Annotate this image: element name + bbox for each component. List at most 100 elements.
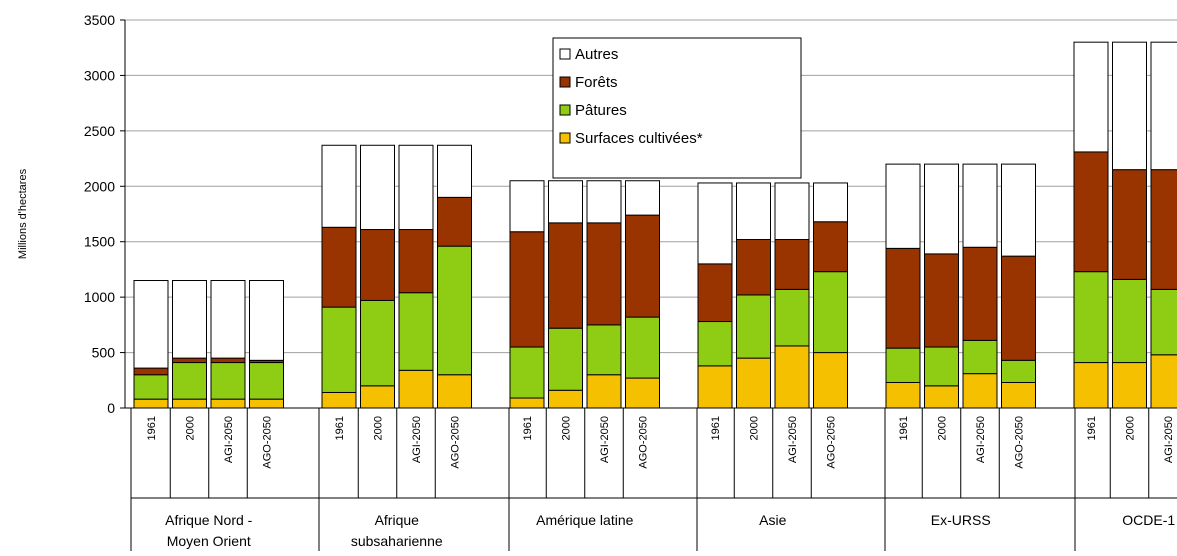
legend-swatch: [559, 48, 571, 60]
bar-segment-p-tures: [210, 362, 246, 400]
y-axis-label: Millions d'hectares: [17, 168, 29, 259]
bar-segment-for-ts: [774, 238, 810, 290]
bar-segment-autres: [586, 180, 622, 224]
bar-segment-for-ts: [1073, 151, 1109, 273]
bar-segment-for-ts: [885, 247, 921, 349]
bar-segment-autres: [321, 144, 357, 228]
bar-segment-autres: [813, 182, 848, 223]
bar-segment-for-ts: [625, 214, 660, 318]
bar-segment-surfaces-cultiv-es-: [509, 397, 545, 409]
group-label: Afrique Nord -: [165, 512, 252, 528]
bar-segment-surfaces-cultiv-es-: [360, 385, 395, 409]
bar-segment-surfaces-cultiv-es-: [133, 398, 169, 409]
x-category-label: AGO-2050: [826, 416, 838, 469]
bar-segment-autres: [774, 182, 810, 240]
bar-segment-autres: [1150, 41, 1177, 171]
bar-segment-for-ts: [210, 357, 246, 364]
bar-segment-surfaces-cultiv-es-: [697, 365, 733, 409]
bar-segment-autres: [172, 280, 207, 359]
legend-swatch: [559, 76, 571, 88]
bar-segment-p-tures: [360, 299, 395, 387]
bar-segment-autres: [736, 182, 771, 240]
x-category-label: 1961: [334, 416, 346, 440]
y-tick-label: 3000: [84, 67, 115, 83]
x-category-label: 1961: [146, 416, 158, 440]
x-category-label: 1961: [522, 416, 534, 440]
bar-segment-autres: [509, 180, 545, 233]
bar-segment-surfaces-cultiv-es-: [548, 389, 583, 409]
bar-segment-for-ts: [813, 221, 848, 273]
bar-segment-surfaces-cultiv-es-: [398, 369, 434, 409]
bar-segment-p-tures: [586, 324, 622, 376]
bar-segment-for-ts: [398, 229, 434, 294]
bar-segment-for-ts: [548, 222, 583, 329]
bar-segment-p-tures: [697, 321, 733, 367]
bar-segment-p-tures: [1112, 278, 1147, 364]
bar-segment-for-ts: [736, 238, 771, 296]
bar-segment-p-tures: [962, 339, 998, 375]
x-category-label: AGI-2050: [1163, 416, 1175, 463]
bar-segment-surfaces-cultiv-es-: [924, 385, 959, 409]
bar-segment-surfaces-cultiv-es-: [774, 345, 810, 409]
group-label: Amérique latine: [536, 512, 633, 528]
bar-segment-autres: [1073, 41, 1109, 153]
bar-segment-surfaces-cultiv-es-: [249, 398, 284, 409]
bar-segment-surfaces-cultiv-es-: [586, 374, 622, 409]
bar-segment-autres: [249, 280, 284, 361]
x-category-label: AGI-2050: [223, 416, 235, 463]
x-category-label: AGI-2050: [599, 416, 611, 463]
bar-segment-for-ts: [172, 357, 207, 364]
bar-segment-p-tures: [885, 347, 921, 384]
legend-swatch: [559, 132, 571, 144]
bar-segment-autres: [885, 163, 921, 249]
x-category-label: AGO-2050: [450, 416, 462, 469]
group-label: Afrique: [375, 512, 420, 528]
y-tick-label: 1000: [84, 289, 115, 305]
bar-segment-autres: [1001, 163, 1036, 257]
bar-segment-p-tures: [321, 306, 357, 393]
bar-segment-for-ts: [924, 253, 959, 348]
y-tick-label: 2500: [84, 123, 115, 139]
x-category-label: 1961: [1086, 416, 1098, 440]
bar-segment-surfaces-cultiv-es-: [962, 373, 998, 409]
bar-segment-autres: [697, 182, 733, 265]
legend-box: [552, 37, 802, 179]
x-category-label: AGO-2050: [1014, 416, 1026, 469]
legend-label: Forêts: [575, 74, 618, 91]
x-category-label: 2000: [937, 416, 949, 440]
bar-segment-autres: [548, 180, 583, 224]
bar-segment-for-ts: [360, 229, 395, 301]
legend-label: Surfaces cultivées*: [575, 130, 703, 147]
bar-segment-p-tures: [398, 292, 434, 371]
bar-segment-for-ts: [697, 263, 733, 323]
bar-segment-for-ts: [962, 246, 998, 341]
bar-segment-surfaces-cultiv-es-: [210, 398, 246, 409]
bar-segment-surfaces-cultiv-es-: [437, 374, 472, 409]
x-category-label: 2000: [561, 416, 573, 440]
bar-segment-autres: [437, 144, 472, 198]
x-category-label: 1961: [898, 416, 910, 440]
bar-segment-surfaces-cultiv-es-: [813, 352, 848, 409]
legend-swatch: [559, 104, 571, 116]
bar-segment-for-ts: [437, 196, 472, 247]
group-label: Asie: [759, 512, 786, 528]
x-category-label: AGO-2050: [638, 416, 650, 469]
y-tick-label: 3500: [84, 12, 115, 28]
bar-segment-surfaces-cultiv-es-: [321, 391, 357, 409]
bar-segment-for-ts: [509, 231, 545, 348]
bar-segment-surfaces-cultiv-es-: [172, 398, 207, 409]
bar-segment-autres: [133, 280, 169, 369]
x-category-label: 2000: [185, 416, 197, 440]
bar-segment-autres: [962, 163, 998, 248]
bar-segment-autres: [1112, 41, 1147, 171]
legend-label: Pâtures: [575, 102, 627, 119]
bar-segment-for-ts: [1150, 169, 1177, 290]
bar-segment-p-tures: [133, 374, 169, 400]
bar-segment-p-tures: [774, 288, 810, 347]
bar-segment-p-tures: [813, 271, 848, 354]
bar-segment-for-ts: [1001, 255, 1036, 361]
group-label: subsaharienne: [351, 533, 443, 549]
bar-segment-p-tures: [625, 316, 660, 379]
